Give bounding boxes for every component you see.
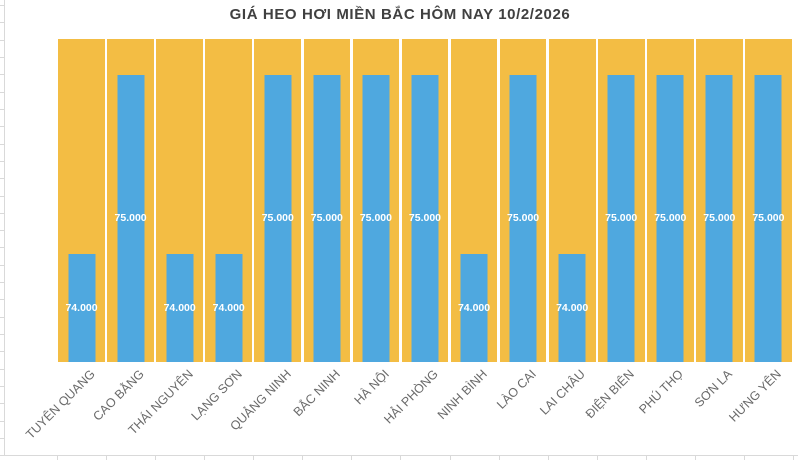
- y-axis-tick: [0, 264, 4, 266]
- value-label: 75.000: [703, 212, 736, 225]
- category-label: TUYÊN QUANG: [22, 367, 98, 442]
- x-axis-tick: [547, 456, 549, 460]
- x-axis-tick: [743, 456, 745, 460]
- value-bar: 75.000: [507, 74, 540, 362]
- y-axis-tick: [0, 316, 4, 318]
- y-axis-tick: [0, 403, 4, 405]
- category-slot: 75.000: [744, 39, 793, 362]
- value-label: 74.000: [212, 302, 245, 315]
- x-axis-tick: [793, 456, 794, 460]
- y-axis-tick: [0, 178, 4, 180]
- x-axis-tick: [449, 456, 451, 460]
- y-axis-tick: [0, 74, 4, 76]
- category-slot: 75.000: [351, 39, 400, 362]
- y-axis-tick: [0, 230, 4, 232]
- value-label: 75.000: [605, 212, 638, 225]
- category-slot: 74.000: [548, 39, 597, 362]
- value-label: 75.000: [261, 212, 294, 225]
- x-axis-tick: [400, 456, 402, 460]
- value-label: 74.000: [65, 302, 98, 315]
- category-slot: 74.000: [57, 39, 106, 362]
- y-axis-tick: [0, 143, 4, 145]
- y-axis-tick: [0, 160, 4, 162]
- y-axis-tick: [0, 351, 4, 353]
- y-axis-tick: [0, 438, 4, 439]
- category-slot: 75.000: [253, 39, 302, 362]
- value-bar: 75.000: [752, 74, 785, 362]
- value-bar: 75.000: [359, 74, 392, 362]
- y-axis-tick: [0, 39, 4, 41]
- x-axis-tick: [57, 456, 58, 460]
- category-slot: 75.000: [106, 39, 155, 362]
- value-bar: 74.000: [457, 254, 491, 362]
- value-bar: 75.000: [605, 74, 638, 362]
- x-axis-tick: [694, 456, 696, 460]
- category-slot: 75.000: [695, 39, 744, 362]
- x-axis-tick: [106, 456, 108, 460]
- y-axis-tick: [0, 56, 4, 58]
- category-slot: 74.000: [155, 39, 204, 362]
- value-bar: 75.000: [654, 74, 687, 362]
- y-axis-tick: [0, 334, 4, 336]
- value-bar: 75.000: [408, 74, 442, 362]
- category-slot: 75.000: [646, 39, 695, 362]
- x-axis-tick: [204, 456, 206, 460]
- category-slot: 74.000: [450, 39, 499, 362]
- chart-title: GIÁ HEO HƠI MIỀN BẮC HÔM NAY 10/2/2026: [229, 6, 571, 23]
- x-axis-tick: [302, 456, 304, 460]
- y-axis-tick: [0, 386, 4, 388]
- y-axis-tick: [0, 22, 4, 24]
- category-slot: 75.000: [597, 39, 646, 362]
- category-slot: 74.000: [204, 39, 253, 362]
- value-bar: 75.000: [261, 74, 294, 362]
- plot-area: 74.000 75.000 74.000 74.000 75.000 75.000 75.0…: [57, 39, 793, 362]
- y-axis-tick: [0, 126, 4, 128]
- y-axis-tick: [0, 455, 4, 457]
- x-axis-tick: [253, 456, 255, 460]
- value-label: 75.000: [507, 212, 540, 225]
- category-slot: 75.000: [302, 39, 351, 362]
- x-axis-line: [4, 455, 798, 456]
- y-axis-tick: [0, 282, 4, 284]
- value-label: 75.000: [752, 212, 785, 225]
- x-axis-tick: [155, 456, 157, 460]
- value-label: 74.000: [163, 302, 196, 315]
- y-axis-line: [4, 0, 5, 456]
- y-axis-tick: [0, 5, 4, 6]
- x-axis-tick: [498, 456, 500, 460]
- y-axis-tick: [0, 108, 4, 110]
- value-label: 74.000: [457, 302, 491, 315]
- x-axis-tick: [645, 456, 647, 460]
- x-axis-tick: [596, 456, 598, 460]
- value-bar: 74.000: [556, 254, 589, 362]
- value-label: 75.000: [114, 212, 147, 225]
- y-axis-tick: [0, 212, 4, 214]
- value-label: 75.000: [310, 212, 343, 225]
- y-axis-tick: [0, 368, 4, 370]
- value-bar: 74.000: [212, 254, 245, 362]
- value-bar: 74.000: [163, 254, 196, 362]
- y-axis-tick: [0, 247, 4, 249]
- y-axis-tick: [0, 420, 4, 422]
- category-slot: 75.000: [400, 39, 449, 362]
- value-bar: 75.000: [703, 74, 736, 362]
- value-bar: 74.000: [65, 254, 98, 362]
- x-axis-tick: [351, 456, 353, 460]
- category-slot: 75.000: [499, 39, 548, 362]
- y-axis-tick: [0, 91, 4, 93]
- value-bar: 75.000: [114, 74, 147, 362]
- y-axis-tick: [0, 299, 4, 301]
- value-label: 75.000: [654, 212, 687, 225]
- value-bar: 75.000: [310, 74, 343, 362]
- y-axis-tick: [0, 195, 4, 197]
- value-label: 74.000: [556, 302, 589, 315]
- value-label: 75.000: [359, 212, 392, 225]
- value-label: 75.000: [408, 212, 442, 225]
